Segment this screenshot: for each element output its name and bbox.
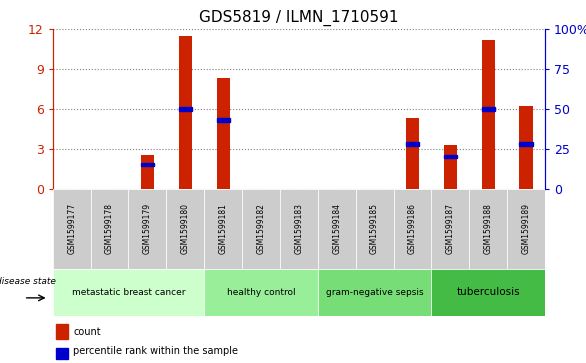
Text: GSM1599186: GSM1599186 [408,203,417,254]
Bar [204,189,242,269]
Bar [469,189,507,269]
Bar [444,145,457,189]
Bar [242,189,280,269]
Bar [431,269,545,316]
Bar [482,40,495,189]
Bar [179,107,192,111]
Text: GSM1599189: GSM1599189 [522,203,530,254]
Text: GSM1599184: GSM1599184 [332,203,341,254]
Title: GDS5819 / ILMN_1710591: GDS5819 / ILMN_1710591 [199,10,398,26]
Bar [356,189,394,269]
Text: GSM1599183: GSM1599183 [294,203,304,254]
Bar [406,142,419,146]
Bar [216,118,230,122]
Text: disease state: disease state [0,277,56,286]
Text: percentile rank within the sample: percentile rank within the sample [73,346,239,356]
Bar [141,155,154,189]
Text: gram-negative sepsis: gram-negative sepsis [326,288,424,297]
Text: GSM1599187: GSM1599187 [446,203,455,254]
Bar [318,269,431,316]
Text: GSM1599178: GSM1599178 [105,203,114,254]
Bar [91,189,128,269]
Bar [56,348,67,359]
Bar [280,189,318,269]
Bar [507,189,545,269]
Bar [53,189,91,269]
Bar [519,142,533,146]
Bar [216,78,230,189]
Text: metastatic breast cancer: metastatic breast cancer [71,288,185,297]
Bar [141,163,154,167]
Text: healthy control: healthy control [227,288,295,297]
Text: GSM1599179: GSM1599179 [143,203,152,254]
Bar [56,324,67,339]
Text: GSM1599180: GSM1599180 [180,203,190,254]
Text: GSM1599181: GSM1599181 [219,203,227,254]
Bar [53,269,204,316]
Text: GSM1599188: GSM1599188 [483,203,493,254]
Text: GSM1599177: GSM1599177 [67,203,76,254]
Bar [406,118,419,189]
Bar [431,189,469,269]
Bar [166,189,204,269]
Text: count: count [73,327,101,337]
Bar [318,189,356,269]
Text: GSM1599182: GSM1599182 [257,203,265,254]
Text: GSM1599185: GSM1599185 [370,203,379,254]
Bar [519,106,533,189]
Bar [444,155,457,159]
Text: tuberculosis: tuberculosis [456,287,520,297]
Bar [128,189,166,269]
Bar [179,36,192,189]
Bar [204,269,318,316]
Bar [394,189,431,269]
Bar [482,107,495,111]
